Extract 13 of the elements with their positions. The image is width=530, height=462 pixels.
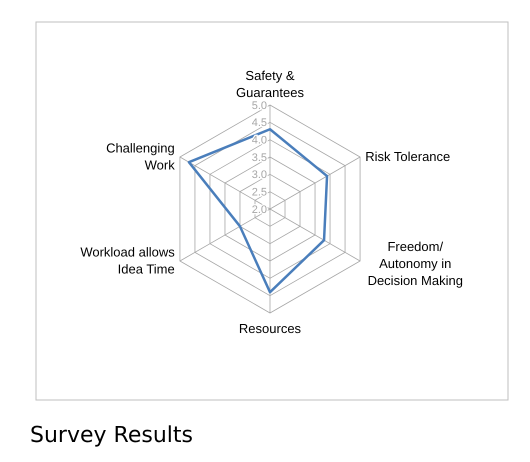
spoke-label: Workload allows Idea Time: [80, 244, 176, 276]
y-tick-label: 3.0: [252, 169, 267, 182]
spoke-label: Safety & Guarantees: [236, 68, 304, 100]
y-tick-label: 3.5: [252, 152, 267, 164]
y-tick-label: 5.0: [252, 100, 267, 112]
y-tick-label: 4.0: [252, 134, 267, 147]
spoke-label: Freedom/ Autonomy in Decision Making: [368, 239, 463, 288]
spoke-label: Resources: [238, 321, 302, 336]
spoke-label: Risk Tolerance: [365, 149, 450, 164]
y-tick-label: 4.5: [252, 117, 267, 130]
spoke-label: Challenging Work: [106, 140, 176, 172]
text: Survey Results: [30, 423, 193, 448]
y-tick-label: 2.5: [252, 186, 267, 199]
